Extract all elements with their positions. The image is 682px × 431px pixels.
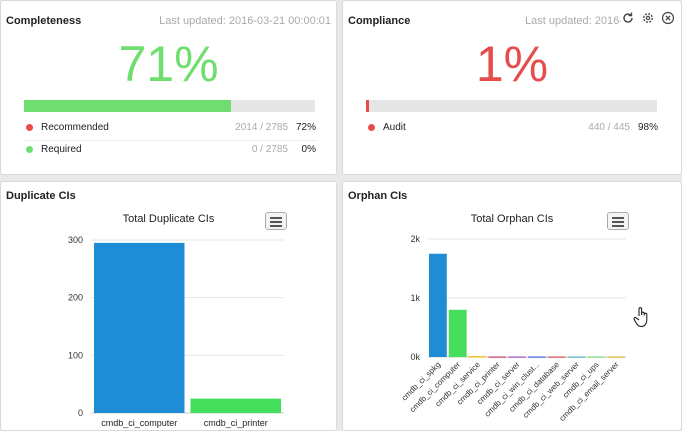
list-item: Audit 440 / 445 98%: [368, 121, 658, 135]
row-count: 0 / 2785: [251, 144, 288, 155]
status-dot: [26, 146, 33, 153]
row-count: 2014 / 2785: [235, 122, 288, 133]
y-tick-label: 2k: [410, 234, 420, 244]
row-percent: 0%: [301, 144, 316, 155]
bar: [468, 356, 487, 358]
y-tick-label: 1k: [410, 293, 420, 303]
compliance-panel: Compliance Last updated: 2016-03 1% Audi…: [342, 0, 682, 175]
panel-title: Orphan CIs: [348, 190, 408, 202]
progress-fill: [366, 100, 369, 112]
divider: [23, 140, 317, 141]
y-tick-label: 0: [78, 408, 83, 418]
chart-menu-button[interactable]: [607, 212, 629, 230]
y-tick-label: 100: [68, 350, 83, 360]
bar: [528, 356, 546, 358]
bar: [448, 309, 467, 357]
hand-cursor-icon: [633, 306, 651, 328]
panel-title: Duplicate CIs: [6, 190, 76, 202]
list-item: Required 0 / 2785 0%: [26, 143, 316, 157]
y-tick-label: 300: [68, 235, 83, 245]
row-percent: 72%: [295, 122, 316, 133]
bar: [587, 356, 606, 358]
x-tick-label: cmdb_ci_printer: [204, 418, 268, 428]
compliance-progress-bar: [366, 100, 657, 112]
status-dot: [368, 124, 375, 131]
progress-fill: [24, 100, 231, 112]
gear-icon[interactable]: [641, 11, 655, 25]
bar: [190, 398, 281, 413]
chart-title: Total Duplicate CIs: [122, 213, 215, 225]
list-item: Recommended 2014 / 2785 72%: [26, 121, 316, 135]
bar: [488, 356, 507, 358]
y-tick-label: 200: [68, 293, 83, 303]
bar: [508, 356, 526, 358]
last-updated: Last updated: 2016-03: [525, 15, 636, 27]
bar: [429, 253, 447, 357]
row-label: Required: [41, 144, 82, 155]
bar: [547, 356, 566, 358]
compliance-percent: 1%: [475, 36, 549, 92]
row-label: Recommended: [41, 122, 109, 133]
bar: [94, 242, 185, 413]
close-icon[interactable]: [661, 11, 675, 25]
bar: [607, 356, 625, 358]
bar: [567, 356, 586, 358]
refresh-icon[interactable]: [621, 11, 635, 25]
panel-title: Completeness: [6, 15, 82, 27]
duplicate-bar-chart: 0 100 200 300 cmdb_ci_computer cmdb_ci_printe…: [68, 235, 284, 428]
panel-title: Compliance: [348, 15, 411, 27]
last-updated: Last updated: 2016-03-21 00:00:01: [159, 15, 331, 27]
orphan-bar-chart: 0k1k2kcmdb_ci_spkgcmdb_ci_computercmdb_c…: [400, 234, 626, 423]
orphan-cis-panel: Orphan CIs Total Orphan CIs 0k 1k 2k cmdb_c…: [342, 181, 682, 431]
completeness-panel: Completeness Last updated: 2016-03-21 00…: [0, 0, 337, 175]
y-tick-label: 0k: [410, 352, 420, 362]
row-percent: 98%: [637, 122, 658, 133]
completeness-progress-bar: [24, 100, 315, 112]
status-dot: [26, 124, 33, 131]
x-tick-label: cmdb_ci_computer: [101, 418, 177, 428]
chart-menu-button[interactable]: [265, 212, 287, 230]
row-label: Audit: [383, 122, 406, 133]
row-count: 440 / 445: [588, 122, 630, 133]
completeness-percent: 71%: [118, 36, 219, 92]
duplicate-cis-panel: Duplicate CIs Total Duplicate CIs 0 100 20…: [0, 181, 337, 431]
chart-title: Total Orphan CIs: [470, 213, 554, 225]
